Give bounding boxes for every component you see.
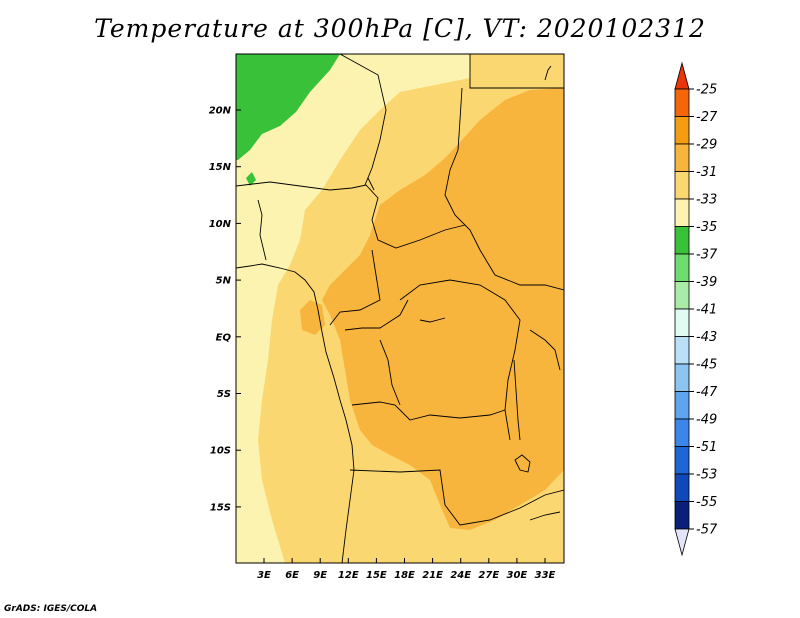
- lat-tick-label: 15N: [209, 162, 232, 173]
- colorbar-segment: [674, 253, 690, 282]
- boundaries: [236, 54, 564, 563]
- colorbar-segment: [674, 363, 690, 392]
- colorbar-label: -45: [696, 358, 717, 373]
- field-minus31-spot: [300, 300, 325, 335]
- colorbar-label: -41: [696, 303, 717, 318]
- colorbar-label: -53: [696, 468, 717, 483]
- field-minus35: [236, 54, 470, 563]
- lat-tick-label: 5S: [217, 389, 231, 400]
- lat-tick-label: 20N: [209, 106, 232, 117]
- colorbar-label: -37: [696, 248, 718, 263]
- colorbar-segment: [674, 116, 690, 145]
- lon-tick-label: 9E: [313, 570, 327, 581]
- lon-tick-label: 24E: [450, 570, 471, 581]
- colorbar-label: -29: [696, 138, 717, 153]
- chart-title: Temperature at 300hPa [C], VT: 202010231…: [94, 14, 706, 43]
- colorbar-label: -49: [696, 413, 717, 428]
- lat-tick-label: 5N: [216, 276, 232, 287]
- lon-tick-label: 21E: [422, 570, 443, 581]
- map-frame: [235, 53, 565, 564]
- colorbar-segment: [674, 226, 690, 255]
- colorbar-label: -57: [696, 523, 718, 538]
- colorbar-label: -55: [696, 495, 717, 510]
- lat-tick-label: 15S: [210, 502, 231, 513]
- longitude-axis: 3E 6E 9E 12E 15E 18E 21E 24E 27E 30E 33E: [257, 558, 556, 581]
- lon-tick-label: 12E: [338, 570, 359, 581]
- colorbar-label: -25: [696, 83, 717, 98]
- colorbar-segment: [674, 88, 690, 117]
- colorbar-segment: [674, 171, 690, 200]
- lat-tick-label: 10S: [210, 446, 231, 457]
- lon-tick-label: 6E: [285, 570, 299, 581]
- field-minus37-spot: [246, 172, 256, 186]
- colorbar-label: -43: [696, 330, 717, 345]
- lon-tick-label: 33E: [535, 570, 556, 581]
- colorbar-label: -33: [696, 193, 717, 208]
- grads-credit: GrADS: IGES/COLA: [4, 604, 98, 614]
- colorbar-label: -51: [696, 440, 717, 455]
- colorbar-segment: [674, 336, 690, 365]
- colorbar-segment: [674, 501, 690, 530]
- lon-tick-label: 15E: [366, 570, 387, 581]
- lon-tick-label: 27E: [478, 570, 499, 581]
- colorbar-segment: [674, 198, 690, 227]
- lat-tick-label: 10N: [209, 219, 232, 230]
- lat-tick-label: EQ: [216, 332, 232, 343]
- colorbar-label: -31: [696, 165, 717, 180]
- colorbar-segment: [674, 391, 690, 420]
- colorbar-label: -39: [696, 275, 717, 290]
- field-minus37: [236, 54, 340, 160]
- lon-tick-label: 18E: [394, 570, 415, 581]
- lon-tick-label: 3E: [257, 570, 271, 581]
- field-minus31: [322, 88, 564, 530]
- colorbar-bottom-arrow: [674, 528, 690, 557]
- colorbar-segment: [674, 281, 690, 310]
- colorbar-segment: [674, 418, 690, 447]
- colorbar-segment: [674, 308, 690, 337]
- colorbar-segment: [674, 446, 690, 475]
- colorbar-label: -47: [696, 385, 718, 400]
- colorbar-segment: [674, 473, 690, 502]
- colorbar-segment: [674, 143, 690, 172]
- lon-tick-label: 30E: [507, 570, 528, 581]
- colorbar-label: -35: [696, 220, 717, 235]
- latitude-axis: 20N 15N 10N 5N EQ 5S 10S 15S: [209, 106, 241, 513]
- map-field: [236, 54, 564, 563]
- colorbar-top-arrow: [674, 61, 690, 90]
- colorbar-label: -27: [696, 110, 718, 125]
- colorbar: -25 -27 -29 -31 -33 -35 -37 -39 -41 -43 -45 -47 -49 -…: [674, 61, 718, 557]
